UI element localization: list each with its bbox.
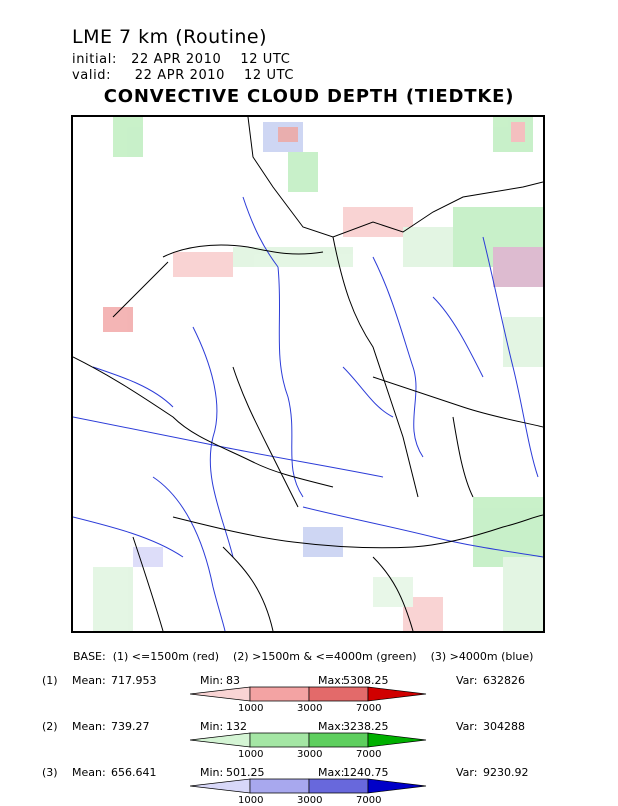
- scale-segment-high: [308, 778, 369, 794]
- scale-tick-label: 1000: [238, 703, 264, 714]
- scale-segment-high: [308, 732, 369, 748]
- valid-time: valid: 22 APR 2010 12 UTC: [72, 68, 294, 83]
- initial-time: initial: 22 APR 2010 12 UTC: [72, 52, 290, 67]
- max-label: Max:: [318, 720, 345, 733]
- max-value: 3238.25: [343, 720, 389, 733]
- color-scale-bar: [190, 778, 427, 794]
- min-value: 83: [226, 674, 240, 687]
- color-scale-bar: [190, 732, 427, 748]
- valid-label: valid:: [72, 68, 112, 83]
- scale-segment-mid: [249, 778, 310, 794]
- scale-tick-label: 7000: [356, 749, 382, 760]
- scale-segment-high: [308, 686, 369, 702]
- mean-label: Mean:: [72, 766, 106, 779]
- mean-value: 656.641: [111, 766, 157, 779]
- row-id: (2): [42, 720, 58, 733]
- base-legend-text: BASE: (1) <=1500m (red) (2) >1500m & <=4…: [73, 650, 534, 663]
- scale-segment-mid: [249, 732, 310, 748]
- scale-segment-mid: [249, 686, 310, 702]
- var-value: 9230.92: [483, 766, 529, 779]
- row-id: (3): [42, 766, 58, 779]
- scale-segment-low: [190, 686, 251, 702]
- scale-segment-max: [367, 778, 427, 794]
- scale-tick-label: 3000: [297, 703, 323, 714]
- scale-tick-label: 7000: [356, 703, 382, 714]
- max-value: 1240.75: [343, 766, 389, 779]
- var-value: 632826: [483, 674, 525, 687]
- var-label: Var:: [456, 674, 478, 687]
- max-label: Max:: [318, 674, 345, 687]
- scale-segment-low: [190, 732, 251, 748]
- min-label: Min:: [200, 766, 224, 779]
- initial-label: initial:: [72, 52, 117, 67]
- scale-tick-label: 1000: [238, 795, 264, 806]
- scale-segment-low: [190, 778, 251, 794]
- rivers: [73, 196, 543, 631]
- row-id: (1): [42, 674, 58, 687]
- min-value: 501.25: [226, 766, 265, 779]
- mean-value: 717.953: [111, 674, 157, 687]
- mean-label: Mean:: [72, 674, 106, 687]
- color-scale-bar: [190, 686, 427, 702]
- map-panel: [71, 115, 545, 633]
- map-canvas: [73, 117, 543, 631]
- model-title: LME 7 km (Routine): [72, 26, 268, 48]
- valid-value: 22 APR 2010 12 UTC: [134, 68, 295, 83]
- max-value: 5308.25: [343, 674, 389, 687]
- min-label: Min:: [200, 674, 224, 687]
- var-label: Var:: [456, 720, 478, 733]
- initial-value: 22 APR 2010 12 UTC: [131, 52, 291, 67]
- scale-tick-label: 1000: [238, 749, 264, 760]
- mean-label: Mean:: [72, 720, 106, 733]
- var-label: Var:: [456, 766, 478, 779]
- scale-tick-label: 7000: [356, 795, 382, 806]
- coastlines-borders: [73, 117, 543, 631]
- scale-tick-label: 3000: [297, 795, 323, 806]
- var-value: 304288: [483, 720, 525, 733]
- min-label: Min:: [200, 720, 224, 733]
- scale-segment-max: [367, 686, 427, 702]
- field-title: CONVECTIVE CLOUD DEPTH (TIEDTKE): [103, 86, 515, 107]
- scale-tick-label: 3000: [297, 749, 323, 760]
- max-label: Max:: [318, 766, 345, 779]
- cloud-patches: [93, 117, 543, 631]
- scale-segment-max: [367, 732, 427, 748]
- min-value: 132: [226, 720, 247, 733]
- mean-value: 739.27: [111, 720, 150, 733]
